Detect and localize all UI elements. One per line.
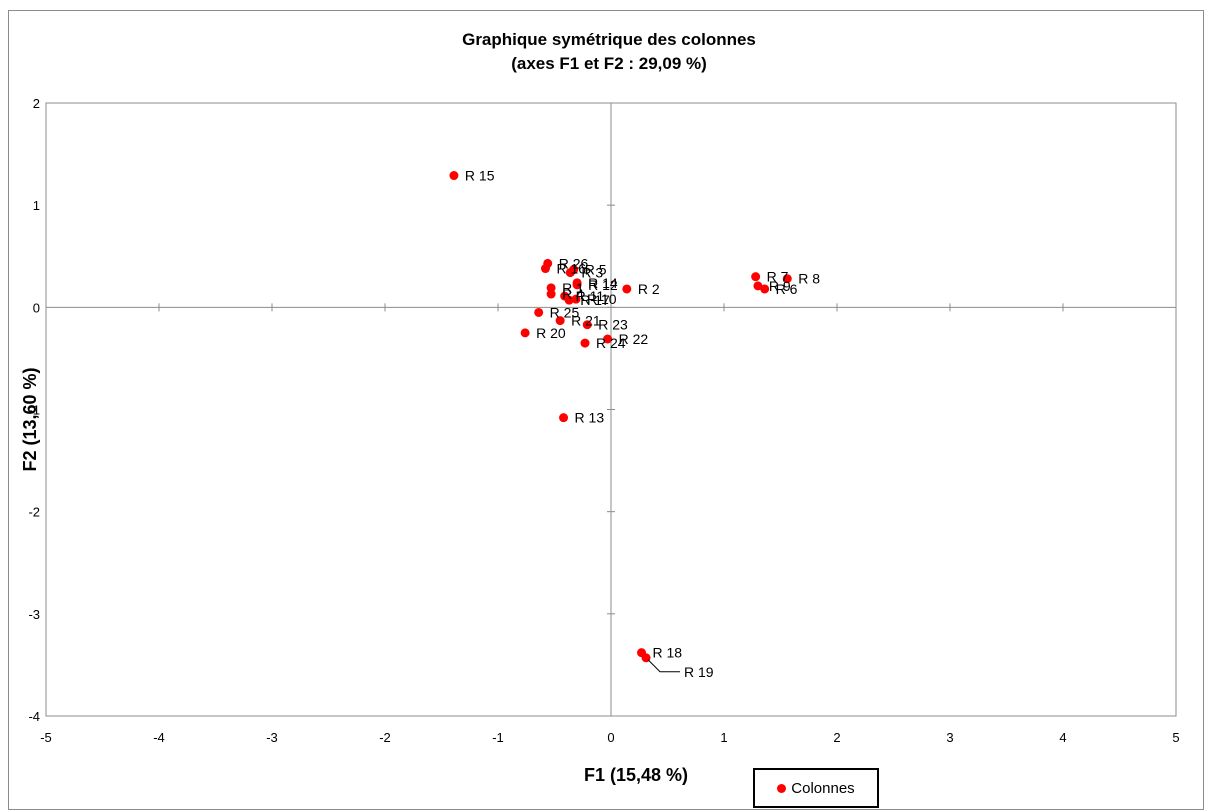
data-point [546,289,556,299]
x-tick-label: 4 [1059,730,1066,745]
x-tick-label: 0 [607,730,614,745]
data-point-label: R 9 [769,278,791,294]
x-axis-title: F1 (15,48 %) [584,765,688,785]
data-point-label: R 11 [576,288,605,304]
data-point-label: R 25 [550,304,580,320]
y-tick-label: 2 [33,96,40,111]
data-point-label: R 3 [581,265,603,281]
data-point-label: R 17 [580,292,610,308]
x-tick-label: -4 [153,730,165,745]
y-axis-title: F2 (13,60 %) [20,367,40,471]
y-tick-label: 0 [33,300,40,315]
x-tick-label: 3 [946,730,953,745]
x-tick-label: 2 [833,730,840,745]
data-point-label: R 20 [536,325,566,341]
legend-label: Colonnes [791,779,855,797]
x-tick-label: 1 [720,730,727,745]
data-point [564,295,574,305]
chart-title-line-1: Graphique symétrique des colonnes [462,30,756,49]
data-point-label: R 8 [798,271,820,287]
data-point [582,320,592,330]
data-point-label: R 1 [562,280,584,296]
data-point [559,413,569,423]
x-tick-label: -3 [266,730,278,745]
x-tick-label: -5 [40,730,52,745]
data-point [572,280,582,290]
legend: Colonnes [753,768,879,808]
data-point [753,281,763,291]
data-point-label: R 10 [587,291,617,307]
data-point [449,171,459,181]
x-tick-label: -1 [492,730,504,745]
data-point [565,268,575,278]
data-point-label: R 4 [562,286,584,302]
data-point [540,264,550,274]
data-point-label: R 23 [598,317,628,333]
leader-line [647,659,681,673]
chart-area [8,10,1204,810]
data-point [622,284,632,294]
data-point-label: R 6 [776,281,798,297]
data-point-label: R 14 [588,275,618,291]
data-point-label: R 13 [575,410,605,426]
y-tick-label: -4 [28,709,40,724]
data-point-label: R 16 [556,261,586,277]
data-point [603,334,613,344]
y-tick-label: 1 [33,198,40,213]
data-point-label: R 22 [619,331,649,347]
data-point-label: R 18 [653,645,683,661]
x-tick-label: -2 [379,730,391,745]
data-point [751,272,761,282]
y-tick-label: -2 [28,505,40,520]
data-point-label: R 2 [638,281,660,297]
chart-title-line-2: (axes F1 et F2 : 29,09 %) [511,54,707,73]
x-tick-label: 5 [1172,730,1179,745]
data-point [571,294,581,304]
data-point-label: R 24 [596,335,626,351]
data-point-label: R 21 [571,313,601,329]
y-tick-label: -3 [28,607,40,622]
data-point [555,316,565,326]
data-point-label: R 19 [684,664,714,680]
legend-marker [777,783,787,793]
chart-title: Graphique symétrique des colonnes (axes … [0,28,1214,76]
data-point-label: R 5 [585,262,607,278]
data-point [782,274,792,284]
y-tick-label: -1 [28,403,40,418]
data-point-label: R 15 [465,168,495,184]
data-point-label: R 26 [559,255,589,271]
data-point [760,284,770,294]
data-point-label: R 12 [588,277,618,293]
data-point-label: R 7 [767,269,789,285]
data-point [520,328,530,338]
data-point [580,338,590,348]
data-point [534,307,544,317]
